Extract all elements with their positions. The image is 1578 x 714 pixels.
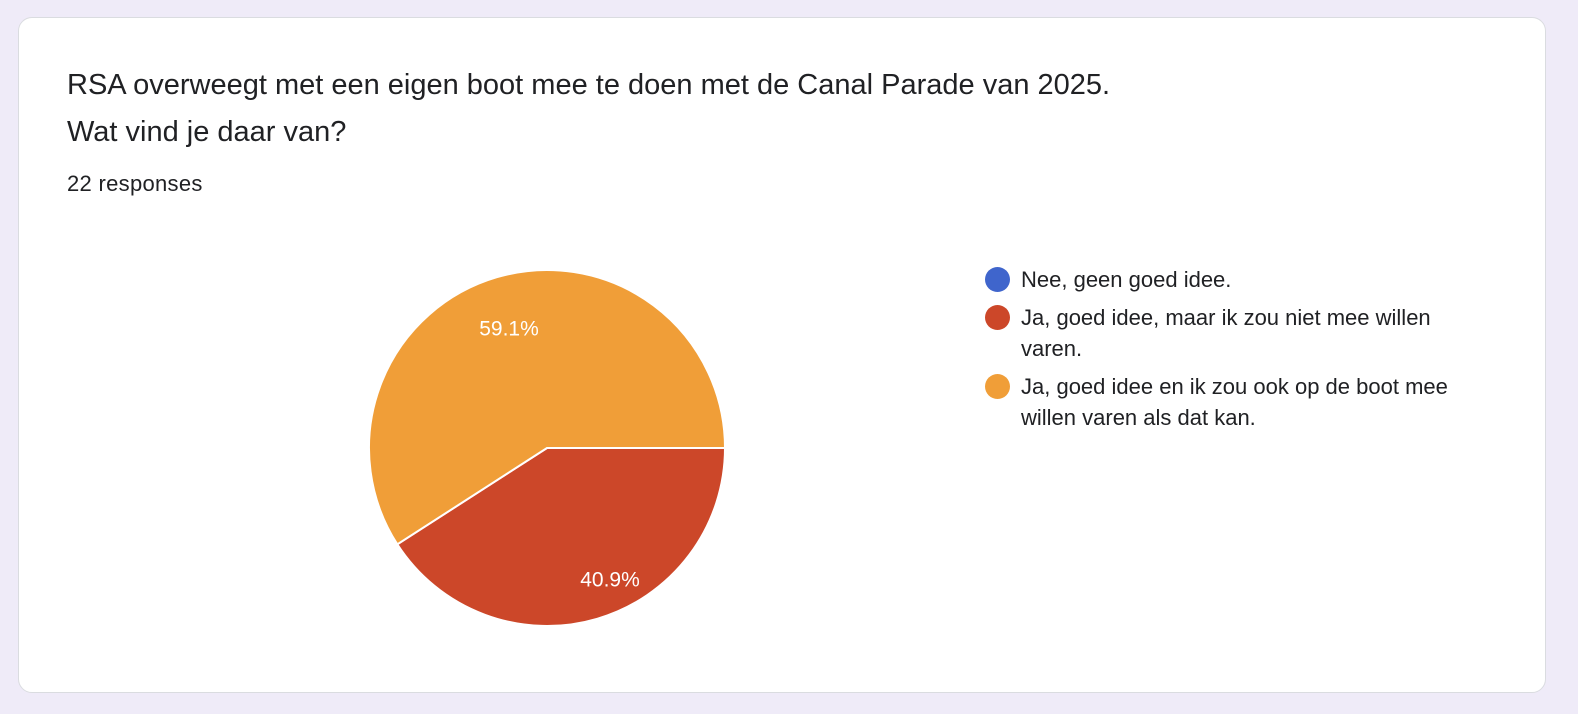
legend-label: Nee, geen goed idee.	[1021, 267, 1232, 292]
pie-label-2: 40.9%	[580, 569, 640, 592]
response-count: 22 responses	[67, 171, 203, 196]
legend-swatch-icon	[985, 305, 1010, 330]
legend-label: Ja, goed idee en ik zou ook op de boot m…	[1021, 374, 1448, 430]
legend-item-1[interactable]: Nee, geen goed idee.	[985, 264, 1455, 295]
legend-item-3[interactable]: Ja, goed idee en ik zou ook op de boot m…	[985, 371, 1455, 433]
pie-chart: 40.9% 59.1%	[368, 269, 727, 627]
pie-slice-3[interactable]	[368, 269, 727, 546]
legend-label: Ja, goed idee, maar ik zou niet mee will…	[1021, 305, 1431, 361]
question-title-line-2: Wat vind je daar van?	[67, 116, 347, 148]
legend-item-2[interactable]: Ja, goed idee, maar ik zou niet mee will…	[985, 302, 1455, 364]
question-title-line-1: RSA overweegt met een eigen boot mee te …	[67, 69, 1111, 101]
pie-label-3: 59.1%	[479, 318, 539, 341]
chart-card: RSA overweegt met een eigen boot mee te …	[18, 17, 1546, 693]
chart-legend: Nee, geen goed idee. Ja, goed idee, maar …	[985, 264, 1455, 440]
question-title: RSA overweegt met een eigen boot mee te …	[67, 62, 1367, 156]
legend-swatch-icon	[985, 267, 1010, 292]
legend-swatch-icon	[985, 374, 1010, 399]
